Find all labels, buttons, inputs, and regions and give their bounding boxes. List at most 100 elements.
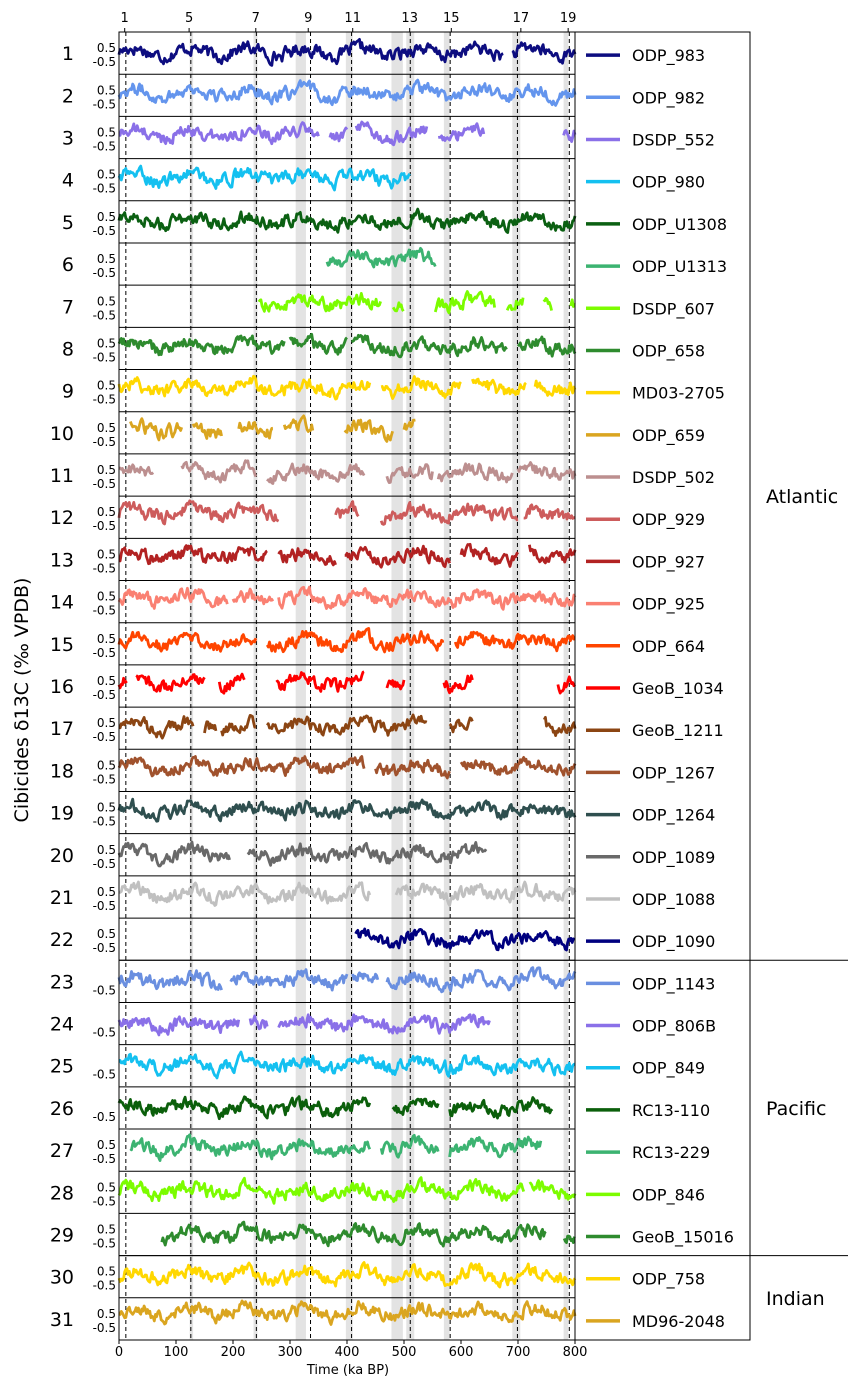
panel-index: 18 [50,760,74,782]
y-tick-label: 0.5 [97,1138,116,1152]
y-tick-label: -0.5 [93,899,116,913]
panel-index: 2 [62,85,74,107]
panel-index: 24 [50,1014,74,1036]
series-line [325,246,437,269]
x-tick-label: 700 [506,1345,531,1360]
y-tick-label: -0.5 [93,266,116,280]
y-tick-label: -0.5 [93,1237,116,1251]
legend-entry: ODP_980 [632,173,705,193]
panel-index: 4 [62,170,74,192]
y-tick-label: 0.5 [97,758,116,772]
y-tick-label: 0.5 [97,210,116,224]
legend-entry: ODP_925 [632,595,705,615]
panel-index: 25 [50,1056,74,1078]
x-tick-label: 300 [278,1345,303,1360]
legend-entry: DSDP_607 [632,299,715,319]
y-axis-label: Cibicides δ13C (‰ VPDB) [11,578,33,823]
y-tick-label: 0.5 [97,252,116,266]
panel-index: 5 [62,212,74,234]
legend-entry: ODP_846 [632,1185,705,1205]
legend-entry: ODP_1089 [632,848,715,868]
legend-entry: MD03-2705 [632,384,725,403]
legend-entry: ODP_658 [632,341,705,361]
panel-index: 28 [50,1182,74,1204]
legend-entry: ODP_849 [632,1059,705,1079]
y-tick-label: -0.5 [93,139,116,153]
mis-label: 9 [304,11,312,26]
shaded-band [253,32,258,1340]
y-tick-label: 0.5 [97,1223,116,1237]
panel-index: 15 [50,634,74,656]
series-line [117,585,577,611]
y-tick-label: -0.5 [93,435,116,449]
y-tick-label: -0.5 [93,1152,116,1166]
panel-index: 21 [50,887,74,909]
legend-entry: ODP_1267 [632,763,715,783]
legend-entry: GeoB_15016 [632,1228,734,1248]
y-tick-label: 0.5 [97,336,116,350]
y-tick-label: -0.5 [93,97,116,111]
legend-entry: DSDP_502 [632,468,715,488]
y-tick-label: -0.5 [93,983,116,997]
series-line [354,927,576,952]
series-line [117,1176,577,1205]
y-tick-label: 0.5 [97,379,116,393]
legend-entry: ODP_1090 [632,932,715,952]
x-tick-label: 100 [164,1345,189,1360]
y-tick-label: -0.5 [93,857,116,871]
y-tick-label: -0.5 [93,224,116,238]
series-line [117,670,577,695]
series-line [117,1095,554,1121]
y-tick-label: -0.5 [93,815,116,829]
y-tick-label: -0.5 [93,688,116,702]
y-tick-label: 0.5 [97,463,116,477]
x-tick-label: 0 [115,1345,123,1360]
legend-entry: ODP_982 [632,88,705,108]
legend-entry: ODP_1088 [632,890,715,910]
legend-entry: GeoB_1034 [632,679,724,699]
series-line [117,499,576,526]
series-line [118,1299,577,1326]
y-tick-label: -0.5 [93,350,116,364]
y-tick-label: -0.5 [93,1110,116,1124]
mis-label: 5 [185,11,193,26]
series-line [117,755,577,780]
panel-index: 10 [50,423,74,445]
legend-entry: ODP_929 [632,510,705,530]
shaded-band [512,32,521,1340]
y-tick-label: -0.5 [93,308,116,322]
series-line [117,38,577,67]
legend-entry: GeoB_1211 [632,721,724,741]
legend-entry: ODP_927 [632,552,705,572]
y-tick-label: 0.5 [97,294,116,308]
series-line [117,1013,491,1037]
panel-index: 1 [62,43,74,65]
panel-index: 20 [50,845,74,867]
x-tick-label: 200 [221,1345,246,1360]
mis-label: 1 [121,11,129,26]
series-line [117,1261,577,1289]
legend-entry: ODP_659 [632,426,705,446]
series-line [118,542,577,569]
series-line [117,78,577,107]
series-line [117,164,411,192]
series-line [117,797,577,823]
panel-index: 30 [50,1267,74,1289]
legend-entry: ODP_758 [632,1270,705,1290]
y-tick-label: -0.5 [93,55,116,69]
y-tick-label: 0.5 [97,168,116,182]
y-tick-label: 0.5 [97,1180,116,1194]
y-tick-label: 0.5 [97,843,116,857]
y-tick-label: 0.5 [97,927,116,941]
x-tick-label: 500 [392,1345,417,1360]
series-line [117,207,577,234]
series-line [117,840,488,868]
series-line [118,713,577,740]
y-tick-label: -0.5 [93,1026,116,1040]
y-tick-label: 0.5 [97,632,116,646]
y-tick-label: -0.5 [93,730,116,744]
panel-index: 23 [50,971,74,993]
y-tick-label: 0.5 [97,125,116,139]
y-tick-label: -0.5 [93,393,116,407]
